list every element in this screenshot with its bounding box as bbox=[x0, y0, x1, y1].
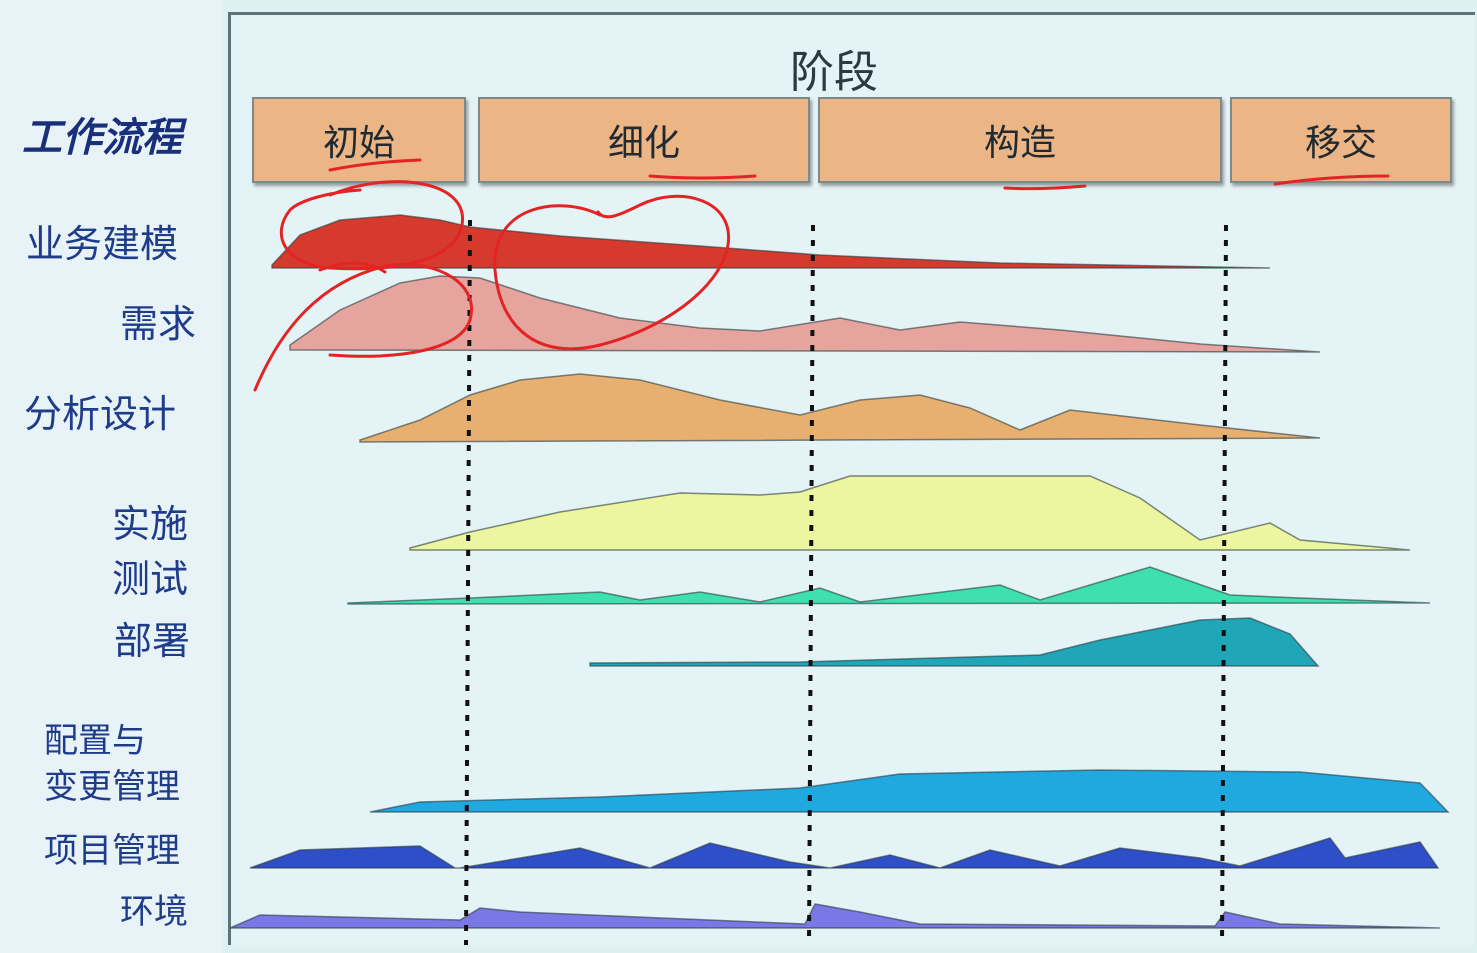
workflow-label-requirements: 需求 bbox=[120, 302, 197, 346]
workflow-label-analysis-design: 分析设计 bbox=[24, 392, 177, 436]
workflow-label-business-modeling: 业务建模 bbox=[26, 222, 179, 266]
curve-implementation bbox=[409, 475, 1411, 551]
ink-underline-construction bbox=[1003, 184, 1087, 191]
ink-underline-transition bbox=[1273, 174, 1390, 186]
phase-title: 阶段 bbox=[790, 47, 878, 98]
ink-underline-elaboration bbox=[648, 174, 757, 180]
curve-environment bbox=[229, 903, 1441, 929]
phase-divider-3 bbox=[1220, 224, 1228, 946]
workflow-title: 工作流程 bbox=[22, 115, 182, 161]
phase-inception: 初始 bbox=[252, 97, 466, 183]
curve-business-modeling bbox=[271, 214, 1271, 269]
curve-config-change bbox=[369, 769, 1450, 813]
phase-divider-1 bbox=[464, 219, 472, 946]
workflow-label-implementation: 实施 bbox=[112, 502, 189, 546]
workflow-label-config-2: 变更管理 bbox=[44, 767, 180, 807]
workflow-label-project-management: 项目管理 bbox=[44, 831, 180, 871]
ink-circle-business-modeling bbox=[279, 180, 464, 271]
workflow-label-test: 测试 bbox=[112, 557, 189, 601]
ink-underline-inception bbox=[328, 158, 422, 172]
phase-divider-2 bbox=[807, 224, 815, 946]
workflow-label-deployment: 部署 bbox=[114, 619, 191, 663]
workflow-label-config-1: 配置与 bbox=[44, 721, 146, 761]
workflow-label-environment: 环境 bbox=[120, 892, 188, 932]
workflow-label-panel bbox=[0, 0, 222, 953]
curve-project-management bbox=[249, 837, 1440, 869]
curve-analysis-design bbox=[359, 373, 1321, 443]
phase-elaboration: 细化 bbox=[478, 97, 810, 183]
ink-scribble-business bbox=[318, 261, 387, 274]
ink-heart-elaboration bbox=[493, 194, 731, 351]
phase-construction: 构造 bbox=[818, 97, 1222, 183]
curve-requirements bbox=[289, 275, 1321, 353]
ink-loop-requirements bbox=[253, 262, 473, 392]
phase-transition: 移交 bbox=[1230, 97, 1452, 183]
curve-deployment bbox=[589, 617, 1320, 667]
curve-test bbox=[347, 566, 1431, 605]
